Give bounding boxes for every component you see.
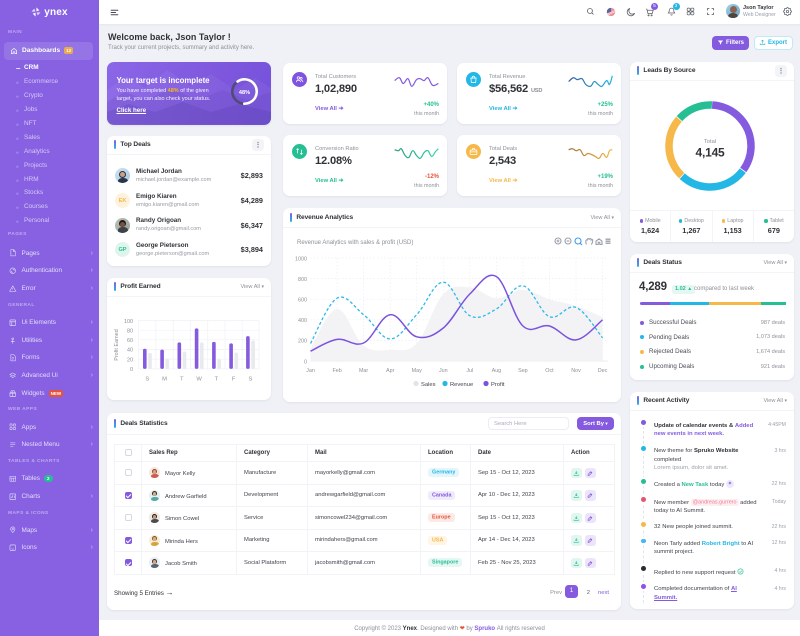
svg-text:20: 20 [127,357,133,363]
svg-text:48%: 48% [238,90,249,96]
svg-text:W: W [196,376,202,382]
svg-text:Mar: Mar [359,368,368,374]
svg-text:200: 200 [298,339,307,345]
svg-text:T: T [180,376,184,382]
svg-text:400: 400 [298,318,307,324]
svg-text:Profit: Profit [491,382,505,388]
svg-text:60: 60 [127,338,133,344]
svg-text:M: M [162,376,167,382]
svg-text:1000: 1000 [295,256,307,262]
svg-text:Feb: Feb [332,368,341,374]
svg-text:Aug: Aug [492,368,502,374]
svg-text:40: 40 [127,347,133,353]
svg-text:Revenue: Revenue [450,382,473,388]
svg-text:Apr: Apr [386,368,395,374]
svg-text:T: T [215,376,219,382]
svg-text:S: S [248,376,252,382]
svg-text:May: May [412,368,422,374]
svg-text:4,145: 4,145 [695,146,725,160]
svg-text:Sales: Sales [421,382,436,388]
svg-text:Nov: Nov [571,368,581,374]
svg-text:80: 80 [127,328,133,334]
svg-text:Oct: Oct [545,368,554,374]
svg-text:100: 100 [124,318,133,324]
svg-text:Revenue Analytics with sales &: Revenue Analytics with sales & profit (U… [297,240,413,246]
svg-text:Jul: Jul [466,368,473,374]
svg-text:F: F [232,376,236,382]
svg-text:Sep: Sep [518,368,528,374]
svg-text:Total: Total [704,139,716,145]
svg-text:Jan: Jan [306,368,315,374]
svg-text:600: 600 [298,298,307,304]
svg-text:Dec: Dec [598,368,608,374]
svg-text:0: 0 [130,367,133,373]
svg-text:Profit Earned: Profit Earned [114,329,120,360]
svg-text:800: 800 [298,277,307,283]
svg-text:0: 0 [304,359,307,365]
svg-text:Jun: Jun [439,368,448,374]
svg-text:S: S [145,376,149,382]
